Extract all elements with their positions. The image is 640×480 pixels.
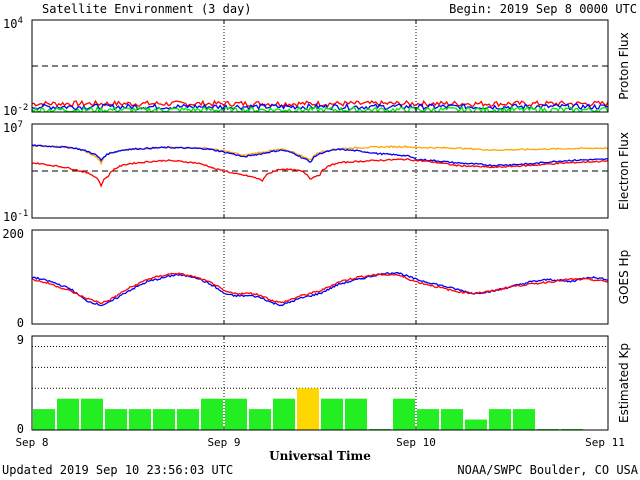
series-line-orange [32, 144, 608, 166]
kp-bar [441, 409, 463, 430]
series-line-red [32, 158, 608, 188]
kp-bar [153, 409, 175, 430]
y-tick-label: 9 [17, 333, 24, 347]
kp-bar [273, 398, 295, 430]
y-axis-label: GOES Hp [617, 250, 631, 304]
y-tick-label: 10-2 [3, 103, 28, 118]
kp-bar [417, 409, 439, 430]
y-tick-label: 10-1 [3, 209, 28, 224]
kp-bar [177, 409, 199, 430]
y-tick-label: 104 [3, 16, 23, 31]
panel-frame [31, 335, 609, 431]
x-tick-label: Sep 9 [207, 436, 240, 449]
y-axis-label: Electron Flux [617, 132, 631, 210]
kp-bar [297, 388, 319, 430]
series-line-green [32, 105, 608, 112]
kp-bar [225, 398, 247, 430]
series-line-red [32, 272, 608, 305]
kp-bar [81, 398, 103, 430]
credit: NOAA/SWPC Boulder, CO USA [457, 463, 638, 477]
y-tick-label: 200 [2, 227, 24, 241]
kp-bar [561, 428, 583, 430]
kp-bar [129, 409, 151, 430]
panel-frame [31, 19, 609, 113]
y-axis-label: Estimated Kp [617, 343, 631, 423]
proton-flux-panel: 104 10-2 Proton Flux [3, 16, 631, 118]
kp-bar [249, 409, 271, 430]
y-tick-label: 107 [3, 120, 23, 135]
x-axis-label: Universal Time [269, 449, 371, 463]
panel-frame [31, 123, 609, 219]
kp-bar [393, 398, 415, 430]
series-line-blue [32, 144, 608, 167]
goes-hp-panel: 200 0 GOES Hp [2, 227, 631, 330]
kp-bar [465, 419, 487, 430]
x-tick-label: Sep 11 [585, 436, 625, 449]
x-tick-label: Sep 8 [15, 436, 48, 449]
updated-time: Updated 2019 Sep 10 23:56:03 UTC [2, 463, 233, 477]
series-line-blue [32, 271, 608, 307]
kp-bar [33, 409, 55, 430]
y-tick-label: 0 [17, 316, 24, 330]
y-axis-label: Proton Flux [617, 32, 631, 99]
chart-title: Satellite Environment (3 day) [42, 2, 252, 16]
begin-time: Begin: 2019 Sep 8 0000 UTC [449, 2, 637, 16]
kp-bar [105, 409, 127, 430]
estimated-kp-panel: 9 0 Estimated Kp [17, 333, 631, 436]
kp-bar [369, 428, 391, 430]
kp-bar [489, 409, 511, 430]
panel-frame [31, 229, 609, 325]
kp-bar [537, 428, 559, 430]
kp-bar [513, 409, 535, 430]
x-tick-label: Sep 10 [396, 436, 436, 449]
kp-bar [201, 398, 223, 430]
kp-bar [345, 398, 367, 430]
kp-bar [321, 398, 343, 430]
y-tick-label: 0 [17, 422, 24, 436]
electron-flux-panel: 107 10-1 Electron Flux [3, 120, 631, 224]
kp-bar [57, 398, 79, 430]
